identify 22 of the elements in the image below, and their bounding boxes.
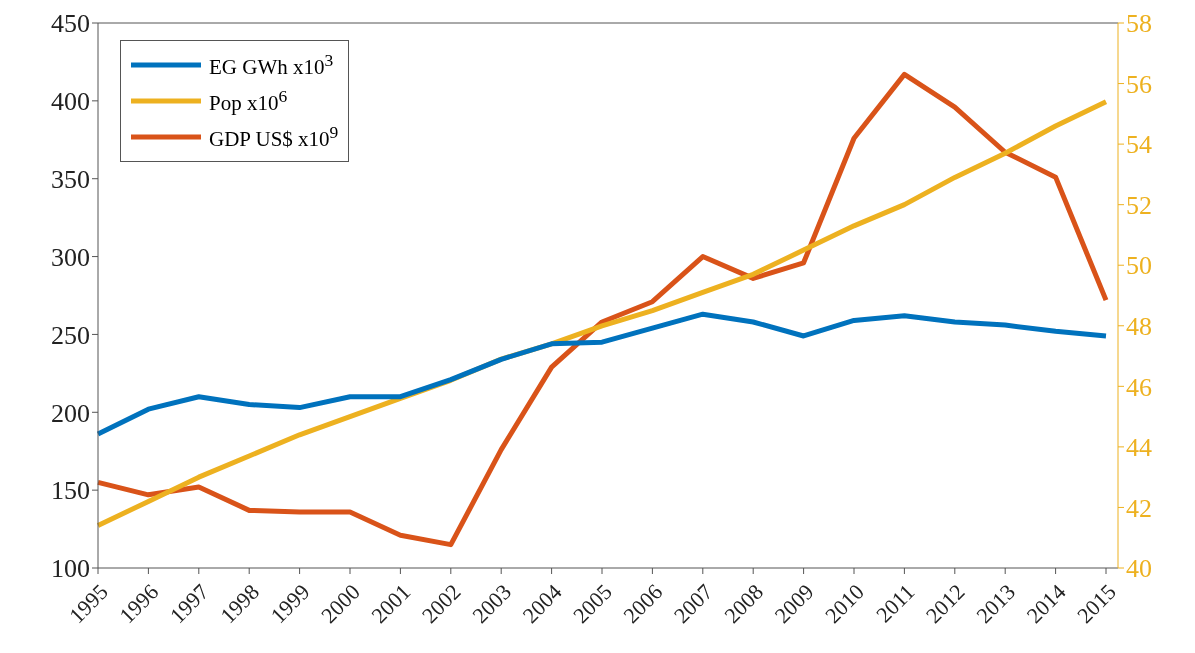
legend-label: GDP US$ x10$^{9}$ (209, 122, 339, 152)
x-tick-label: 2011 (871, 579, 920, 628)
y-tick-label: 200 (51, 398, 90, 428)
y-tick-label: 250 (51, 320, 90, 350)
y-tick-label: 300 (51, 242, 90, 272)
y-tick-label: 350 (51, 164, 90, 194)
y2-tick-label: 44 (1126, 433, 1152, 463)
y-tick-label: 150 (51, 476, 90, 506)
y2-tick-label: 42 (1126, 493, 1152, 523)
legend-label: EG GWh x10$^{3}$ (209, 50, 334, 80)
y2-tick-label: 54 (1126, 130, 1152, 160)
y2-tick-label: 48 (1126, 312, 1152, 342)
y-tick-label: 450 (51, 9, 90, 39)
legend-label: Pop x10$^{6}$ (209, 86, 288, 116)
y2-tick-label: 56 (1126, 69, 1152, 99)
y-tick-label: 400 (51, 87, 90, 117)
y2-tick-label: 46 (1126, 372, 1152, 402)
y2-tick-label: 58 (1126, 9, 1152, 39)
y2-tick-label: 50 (1126, 251, 1152, 281)
y2-tick-label: 40 (1126, 554, 1152, 584)
y-tick-label: 100 (51, 554, 90, 584)
y2-tick-label: 52 (1126, 190, 1152, 220)
